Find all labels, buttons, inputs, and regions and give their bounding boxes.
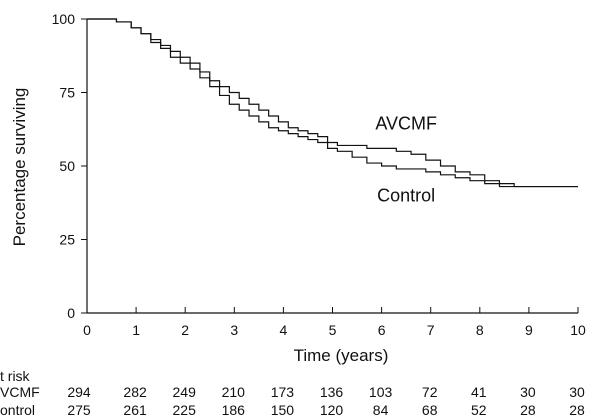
- y-tick-label: 0: [67, 305, 75, 321]
- x-tick-label: 9: [525, 322, 533, 338]
- x-tick-label: 6: [378, 322, 386, 338]
- series-label-avcmf: AVCMF: [375, 113, 437, 133]
- at-risk-row-label: VCMF: [0, 384, 40, 400]
- x-axis-title: Time (years): [294, 346, 389, 365]
- y-tick-label: 50: [59, 158, 75, 174]
- series-line-control: [87, 18, 578, 188]
- at-risk-cell: 84: [373, 402, 389, 416]
- series-label-control: Control: [377, 185, 435, 205]
- at-risk-cell: 72: [422, 384, 438, 400]
- at-risk-cell: 28: [520, 402, 536, 416]
- at-risk-cell: 249: [173, 384, 197, 400]
- at-risk-cell: 136: [320, 384, 344, 400]
- series-lines: [87, 18, 578, 188]
- y-tick-label: 75: [59, 85, 75, 101]
- at-risk-cell: 261: [123, 402, 147, 416]
- at-risk-cell: 120: [320, 402, 344, 416]
- at-risk-cell: 68: [422, 402, 438, 416]
- at-risk-header: t risk: [0, 368, 31, 384]
- at-risk-row-label: ontrol: [0, 402, 35, 416]
- y-tick-label: 100: [52, 11, 76, 27]
- at-risk-cell: 173: [271, 384, 295, 400]
- x-tick-label: 0: [83, 322, 91, 338]
- y-tick-label: 25: [59, 232, 75, 248]
- x-tick-label: 4: [280, 322, 288, 338]
- at-risk-cell: 225: [173, 402, 197, 416]
- at-risk-cell: 282: [123, 384, 147, 400]
- at-risk-cell: 103: [369, 384, 393, 400]
- x-tick-label: 1: [132, 322, 140, 338]
- at-risk-cell: 30: [520, 384, 536, 400]
- at-risk-cell: 186: [222, 402, 246, 416]
- at-risk-cell: 150: [271, 402, 295, 416]
- at-risk-cell: 41: [471, 384, 487, 400]
- at-risk-cell: 28: [569, 402, 585, 416]
- x-tick-label: 10: [570, 322, 586, 338]
- at-risk-cell: 275: [67, 402, 91, 416]
- at-risk-cell: 210: [222, 384, 246, 400]
- x-tick-label: 5: [329, 322, 337, 338]
- series-line-avcmf: [87, 18, 578, 188]
- y-axis-title: Percentage surviving: [10, 88, 29, 247]
- at-risk-cell: 30: [569, 384, 585, 400]
- series-labels: AVCMF Control: [375, 113, 437, 205]
- x-tick-label: 8: [476, 322, 484, 338]
- x-tick-label: 2: [181, 322, 189, 338]
- x-tick-label: 3: [230, 322, 238, 338]
- x-tick-label: 7: [427, 322, 435, 338]
- at-risk-cell: 294: [67, 384, 91, 400]
- at-risk-cell: 52: [471, 402, 487, 416]
